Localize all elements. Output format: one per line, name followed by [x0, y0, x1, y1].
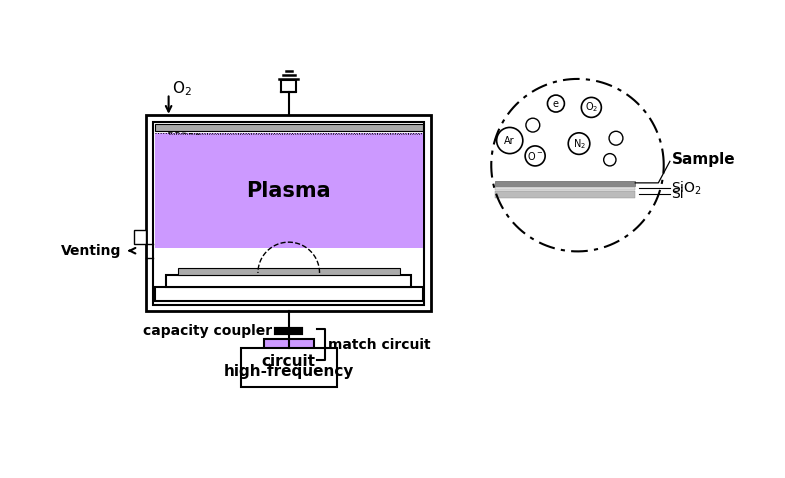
Text: e: e [553, 98, 559, 109]
Text: circuit: circuit [261, 354, 316, 369]
Text: Ar: Ar [505, 136, 515, 145]
Bar [166, 274, 411, 287]
Text: O$_2$: O$_2$ [172, 79, 192, 98]
Bar [495, 181, 635, 186]
Bar [155, 133, 422, 248]
Bar [155, 124, 422, 131]
Circle shape [547, 95, 564, 112]
Bar [178, 268, 400, 274]
Circle shape [525, 146, 545, 166]
Bar [241, 348, 337, 387]
Text: high-frequency: high-frequency [224, 364, 354, 379]
Bar [146, 115, 431, 312]
Bar [495, 187, 635, 190]
Circle shape [568, 133, 590, 154]
Text: Sample: Sample [671, 152, 735, 167]
Text: N$_2$: N$_2$ [572, 137, 586, 151]
Text: SiO$_2$: SiO$_2$ [671, 180, 703, 197]
Circle shape [604, 153, 616, 166]
Bar [134, 230, 146, 244]
Bar [264, 339, 314, 360]
Bar [155, 287, 422, 301]
Text: O$_2$: O$_2$ [585, 100, 598, 114]
Circle shape [582, 98, 601, 118]
Circle shape [497, 128, 523, 153]
Text: Venting: Venting [61, 244, 122, 258]
Bar [153, 122, 424, 304]
Circle shape [609, 131, 623, 145]
Text: O$^-$: O$^-$ [527, 150, 543, 162]
Text: Si: Si [671, 187, 684, 201]
Circle shape [526, 118, 540, 132]
Bar [495, 191, 635, 197]
Text: match circuit: match circuit [327, 337, 430, 352]
Text: Plasma: Plasma [246, 181, 331, 201]
Text: capacity coupler: capacity coupler [143, 324, 272, 338]
